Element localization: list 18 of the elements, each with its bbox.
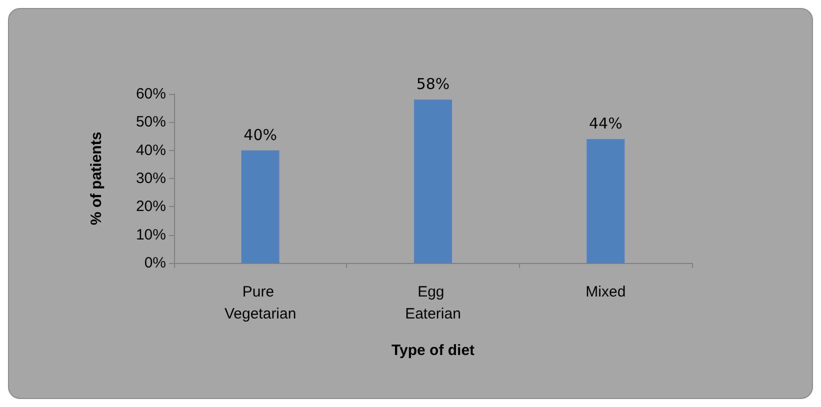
y-tick-label: 0% [144, 254, 166, 272]
y-tick-label: 30% [136, 170, 166, 187]
y-tick-label: 60% [136, 86, 166, 102]
x-tick-label: Egg Eaterian [405, 284, 461, 322]
x-tick-label: Mixed [586, 284, 626, 300]
x-tick-label: Pure Vegetarian [224, 284, 296, 322]
y-axis-title: % of patients [88, 132, 105, 226]
data-label: 58% [416, 75, 450, 94]
y-tick-label: 10% [136, 226, 166, 244]
y-tick-label: 20% [136, 198, 166, 216]
data-label: 44% [588, 114, 622, 133]
bar [241, 150, 280, 263]
x-axis-title: Type of diet [391, 342, 475, 359]
y-tick-label: 50% [136, 114, 166, 131]
data-label: 40% [244, 126, 278, 144]
bar [414, 100, 452, 263]
y-tick-label: 40% [136, 142, 166, 159]
bar [586, 139, 625, 263]
